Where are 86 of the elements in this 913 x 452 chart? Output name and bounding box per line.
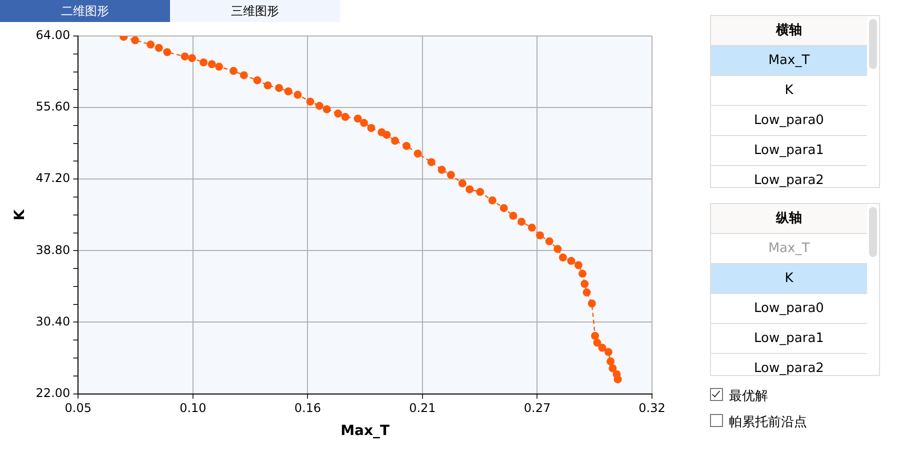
x-tick-label: 0.21	[409, 401, 436, 416]
point	[598, 344, 606, 352]
point	[391, 136, 400, 145]
point	[574, 261, 582, 270]
point	[446, 170, 455, 179]
y-axis-title: K	[12, 208, 28, 220]
point	[588, 300, 596, 308]
y-tick-label: 47.20	[36, 171, 70, 186]
y-tick-label: 64.00	[36, 28, 70, 42]
point	[500, 204, 508, 212]
point	[580, 280, 589, 288]
point	[253, 76, 262, 84]
point	[608, 364, 617, 372]
point	[402, 142, 411, 150]
point	[180, 52, 189, 60]
point	[294, 90, 302, 99]
point	[578, 270, 586, 278]
text: Low_para2	[753, 172, 825, 189]
point	[275, 84, 283, 92]
text: 二维图形	[0, 0, 170, 22]
point	[466, 185, 474, 194]
point	[545, 237, 554, 246]
point	[509, 212, 518, 220]
point	[131, 36, 140, 44]
text: K	[711, 264, 867, 294]
point	[558, 253, 567, 262]
text: 横轴	[711, 16, 867, 46]
text: Low_para1	[711, 136, 867, 166]
point	[284, 87, 292, 96]
point	[200, 58, 208, 66]
text: Low_para0	[711, 294, 867, 324]
point	[322, 105, 331, 114]
text: 帕累托前沿点	[729, 415, 807, 430]
point	[382, 130, 391, 139]
text: Low_para1	[711, 324, 867, 354]
point	[360, 118, 368, 127]
point	[315, 102, 324, 110]
point	[536, 231, 544, 240]
x-tick-label: 0.16	[294, 401, 322, 416]
point	[215, 62, 224, 71]
x-tick-label: 0.27	[524, 401, 551, 416]
point	[593, 338, 602, 347]
point	[528, 224, 536, 232]
point	[458, 179, 466, 188]
point	[591, 332, 600, 340]
point	[264, 81, 272, 90]
text: Low_para2	[753, 360, 825, 377]
point	[582, 288, 591, 296]
point	[518, 218, 526, 226]
text: Max_T	[711, 234, 867, 264]
point	[476, 188, 484, 196]
point	[208, 60, 216, 68]
y-tick-label: 38.80	[36, 242, 70, 257]
point	[334, 110, 342, 118]
point	[341, 112, 350, 121]
x-tick-label: 0.05	[64, 401, 92, 416]
point	[614, 375, 622, 384]
y-tick-label: 22.00	[36, 386, 70, 400]
y-tick-label: 30.40	[36, 314, 70, 328]
point	[146, 40, 155, 49]
point	[154, 44, 163, 52]
point	[306, 98, 314, 106]
text: K	[711, 76, 867, 106]
text: 纵轴	[711, 204, 867, 234]
x-tick-label: 0.32	[638, 401, 666, 416]
point	[163, 48, 172, 56]
point	[567, 256, 576, 265]
text: 最优解	[729, 389, 768, 404]
point	[188, 54, 196, 62]
point	[414, 150, 422, 158]
point	[604, 348, 612, 356]
x-tick-label: 0.10	[180, 401, 206, 416]
text: 三维图形	[170, 0, 340, 22]
point	[230, 66, 238, 75]
point	[354, 114, 362, 123]
point	[367, 124, 376, 132]
point	[488, 196, 496, 204]
x-axis-title: Max_T	[340, 423, 390, 440]
point	[240, 71, 248, 80]
point	[554, 244, 562, 253]
point	[427, 158, 436, 166]
y-tick-label: 55.60	[36, 100, 70, 114]
text: Low_para0	[711, 106, 867, 136]
point	[438, 166, 446, 174]
text: Max_T	[711, 46, 867, 76]
point	[606, 357, 615, 366]
